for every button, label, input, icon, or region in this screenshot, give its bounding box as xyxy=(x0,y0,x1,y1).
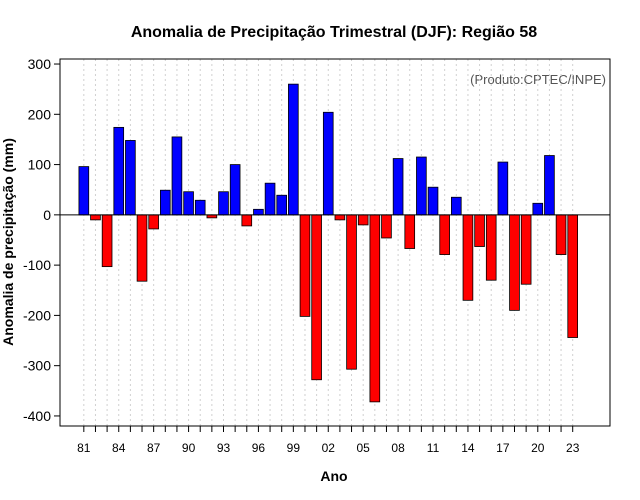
bar-2007 xyxy=(381,214,392,239)
x-tick-label: 93 xyxy=(217,441,231,455)
bar-1989 xyxy=(171,136,183,216)
bar-2003 xyxy=(334,214,346,221)
bar-2004 xyxy=(346,214,357,370)
bar-1994 xyxy=(229,164,241,216)
y-tick-label: -300 xyxy=(23,358,51,374)
y-tick-label: 100 xyxy=(28,157,52,173)
bar-1997 xyxy=(264,182,276,216)
x-tick-label: 96 xyxy=(252,441,266,455)
x-tick-label: 17 xyxy=(496,441,510,455)
y-tick-label: 0 xyxy=(43,207,51,223)
bar-2022 xyxy=(555,214,567,255)
bar-1998 xyxy=(276,194,287,216)
bar-2002 xyxy=(322,111,334,216)
bar-1982 xyxy=(90,214,101,221)
bar-2001 xyxy=(311,214,322,381)
bar-1987 xyxy=(148,214,159,230)
bar-2011 xyxy=(427,186,439,216)
x-tick-label: 20 xyxy=(531,441,545,455)
x-tick-label: 11 xyxy=(427,441,440,455)
bar-2020 xyxy=(532,202,544,216)
bar-2018 xyxy=(509,214,520,311)
x-tick-label: 05 xyxy=(357,441,371,455)
y-axis: 300 200 100 0 -100 -200 -300 -400 xyxy=(23,56,60,424)
bar-1990 xyxy=(183,191,194,216)
bar-2000 xyxy=(299,214,311,317)
bar-1999 xyxy=(288,83,299,216)
y-tick-label: -400 xyxy=(23,408,51,424)
x-tick-label: 90 xyxy=(182,441,196,455)
chart-title: Anomalia de Precipitação Trimestral (DJF… xyxy=(131,24,537,41)
bar-2021 xyxy=(544,155,555,216)
x-tick-label: 81 xyxy=(77,441,91,455)
bar-1985 xyxy=(125,140,136,216)
x-tick-label: 02 xyxy=(322,441,336,455)
bar-1984 xyxy=(113,126,125,216)
bar-2010 xyxy=(416,156,427,216)
bar-2008 xyxy=(392,158,404,216)
y-tick-label: 300 xyxy=(28,56,52,72)
bar-2015 xyxy=(474,214,485,247)
bar-2014 xyxy=(462,214,474,301)
bar-2009 xyxy=(404,214,416,249)
bar-layer xyxy=(78,83,578,403)
bar-2019 xyxy=(520,214,532,285)
bar-2016 xyxy=(485,214,497,281)
bar-1996 xyxy=(253,208,264,216)
bar-2017 xyxy=(497,161,509,216)
bar-1993 xyxy=(218,191,229,216)
bar-1986 xyxy=(136,214,148,282)
plot-frame xyxy=(59,58,611,427)
bar-1983 xyxy=(101,214,113,268)
bar-1995 xyxy=(241,214,253,227)
bar-2023 xyxy=(567,214,578,338)
bar-1988 xyxy=(159,189,171,216)
y-tick-label: -100 xyxy=(23,257,51,273)
x-axis: 81 84 87 90 93 96 99 02 05 08 11 14 17 20 23 xyxy=(77,426,580,455)
x-tick-label: 23 xyxy=(566,441,580,455)
y-axis-label: Anomalia de precipitação (mm) xyxy=(0,138,16,346)
x-tick-label: 87 xyxy=(147,441,161,455)
x-tick-label: 99 xyxy=(287,441,301,455)
x-axis-label: Ano xyxy=(320,468,347,484)
bar-2012 xyxy=(439,214,450,255)
y-tick-label: 200 xyxy=(28,106,52,122)
bar-2013 xyxy=(450,196,462,216)
bar-2006 xyxy=(369,214,381,403)
bar-1991 xyxy=(194,199,206,216)
x-tick-label: 84 xyxy=(112,441,126,455)
x-tick-label: 14 xyxy=(461,441,475,455)
bar-1981 xyxy=(78,166,90,216)
bar-2005 xyxy=(357,214,369,226)
y-tick-label: -200 xyxy=(23,307,51,323)
x-tick-label: 08 xyxy=(391,441,405,455)
